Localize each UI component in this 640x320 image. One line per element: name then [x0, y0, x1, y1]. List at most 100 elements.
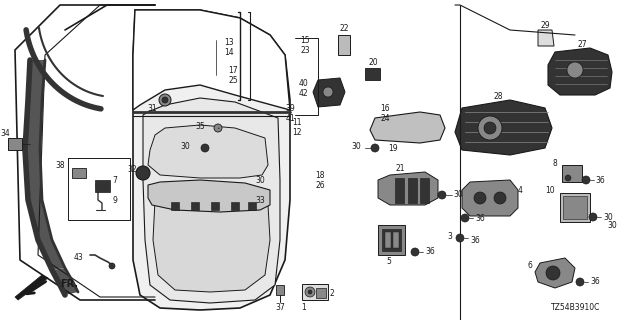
Circle shape	[305, 287, 315, 297]
Circle shape	[484, 122, 496, 134]
Text: 42: 42	[298, 89, 308, 98]
Polygon shape	[191, 202, 199, 210]
Polygon shape	[382, 229, 401, 251]
Polygon shape	[25, 100, 42, 150]
Text: FR.: FR.	[60, 279, 78, 289]
Polygon shape	[52, 268, 73, 285]
Text: 10: 10	[545, 186, 555, 195]
Text: 8: 8	[552, 158, 557, 167]
Text: 13: 13	[224, 37, 234, 46]
Polygon shape	[38, 240, 65, 270]
Text: 30: 30	[453, 189, 463, 198]
Polygon shape	[338, 35, 350, 55]
Text: 7: 7	[113, 175, 117, 185]
Circle shape	[474, 192, 486, 204]
Circle shape	[546, 266, 560, 280]
Text: 23: 23	[300, 45, 310, 54]
Text: 14: 14	[224, 47, 234, 57]
Polygon shape	[133, 10, 290, 310]
Polygon shape	[28, 60, 45, 100]
Text: 9: 9	[113, 196, 117, 204]
Circle shape	[565, 175, 571, 181]
Text: 25: 25	[228, 76, 237, 84]
Circle shape	[411, 248, 419, 256]
Text: 18: 18	[316, 171, 324, 180]
Polygon shape	[60, 282, 78, 295]
Text: 3: 3	[447, 231, 452, 241]
Polygon shape	[15, 275, 48, 300]
Circle shape	[494, 192, 506, 204]
Text: 26: 26	[315, 180, 325, 189]
Polygon shape	[535, 258, 575, 288]
Circle shape	[244, 196, 252, 204]
Circle shape	[323, 87, 333, 97]
Polygon shape	[248, 202, 256, 210]
Text: 38: 38	[56, 161, 65, 170]
Text: 30: 30	[255, 175, 265, 185]
Text: 22: 22	[339, 23, 349, 33]
Polygon shape	[378, 225, 405, 255]
Text: •: •	[216, 125, 220, 131]
Circle shape	[567, 62, 583, 78]
Circle shape	[478, 116, 502, 140]
Text: 39: 39	[285, 103, 295, 113]
Text: 20: 20	[368, 58, 378, 67]
Circle shape	[308, 290, 312, 294]
Text: 19: 19	[388, 143, 398, 153]
Polygon shape	[28, 200, 52, 240]
Polygon shape	[408, 178, 417, 203]
Polygon shape	[171, 202, 179, 210]
Text: 17: 17	[228, 66, 237, 75]
Circle shape	[159, 94, 171, 106]
Circle shape	[96, 182, 104, 190]
Circle shape	[371, 144, 379, 152]
Text: 41: 41	[285, 114, 295, 123]
Text: 27: 27	[577, 39, 587, 49]
Polygon shape	[148, 180, 270, 212]
Text: 35: 35	[195, 122, 205, 131]
Polygon shape	[25, 150, 42, 200]
Text: 43: 43	[73, 253, 83, 262]
Polygon shape	[95, 180, 110, 192]
Text: 28: 28	[493, 92, 503, 100]
Circle shape	[214, 124, 222, 132]
Text: 24: 24	[380, 114, 390, 123]
Circle shape	[162, 97, 168, 103]
Text: 33: 33	[255, 196, 265, 204]
Polygon shape	[378, 172, 438, 205]
Text: 30: 30	[607, 220, 617, 229]
Text: 1: 1	[301, 303, 307, 313]
Text: 36: 36	[590, 277, 600, 286]
Text: 6: 6	[527, 260, 532, 269]
Text: 12: 12	[292, 127, 301, 137]
Text: 40: 40	[298, 78, 308, 87]
Polygon shape	[302, 284, 328, 300]
Polygon shape	[385, 232, 391, 248]
Circle shape	[438, 191, 446, 199]
Polygon shape	[560, 193, 590, 222]
Circle shape	[461, 214, 469, 222]
Text: 36: 36	[475, 213, 485, 222]
Polygon shape	[231, 202, 239, 210]
Text: 36: 36	[425, 246, 435, 255]
Polygon shape	[316, 288, 326, 298]
Text: 31: 31	[147, 103, 157, 113]
Text: 5: 5	[387, 257, 392, 266]
Polygon shape	[211, 202, 219, 210]
Circle shape	[456, 234, 464, 242]
Circle shape	[576, 278, 584, 286]
Text: 15: 15	[300, 36, 310, 44]
Polygon shape	[143, 98, 280, 303]
Text: 37: 37	[275, 303, 285, 313]
Circle shape	[136, 166, 150, 180]
Polygon shape	[395, 178, 404, 203]
Text: 36: 36	[470, 236, 480, 244]
Polygon shape	[72, 168, 86, 178]
Polygon shape	[365, 68, 380, 80]
Polygon shape	[562, 165, 582, 182]
Circle shape	[589, 213, 597, 221]
Text: TZ54B3910C: TZ54B3910C	[550, 303, 600, 313]
Polygon shape	[8, 138, 22, 150]
Text: 16: 16	[380, 103, 390, 113]
Polygon shape	[313, 78, 345, 107]
